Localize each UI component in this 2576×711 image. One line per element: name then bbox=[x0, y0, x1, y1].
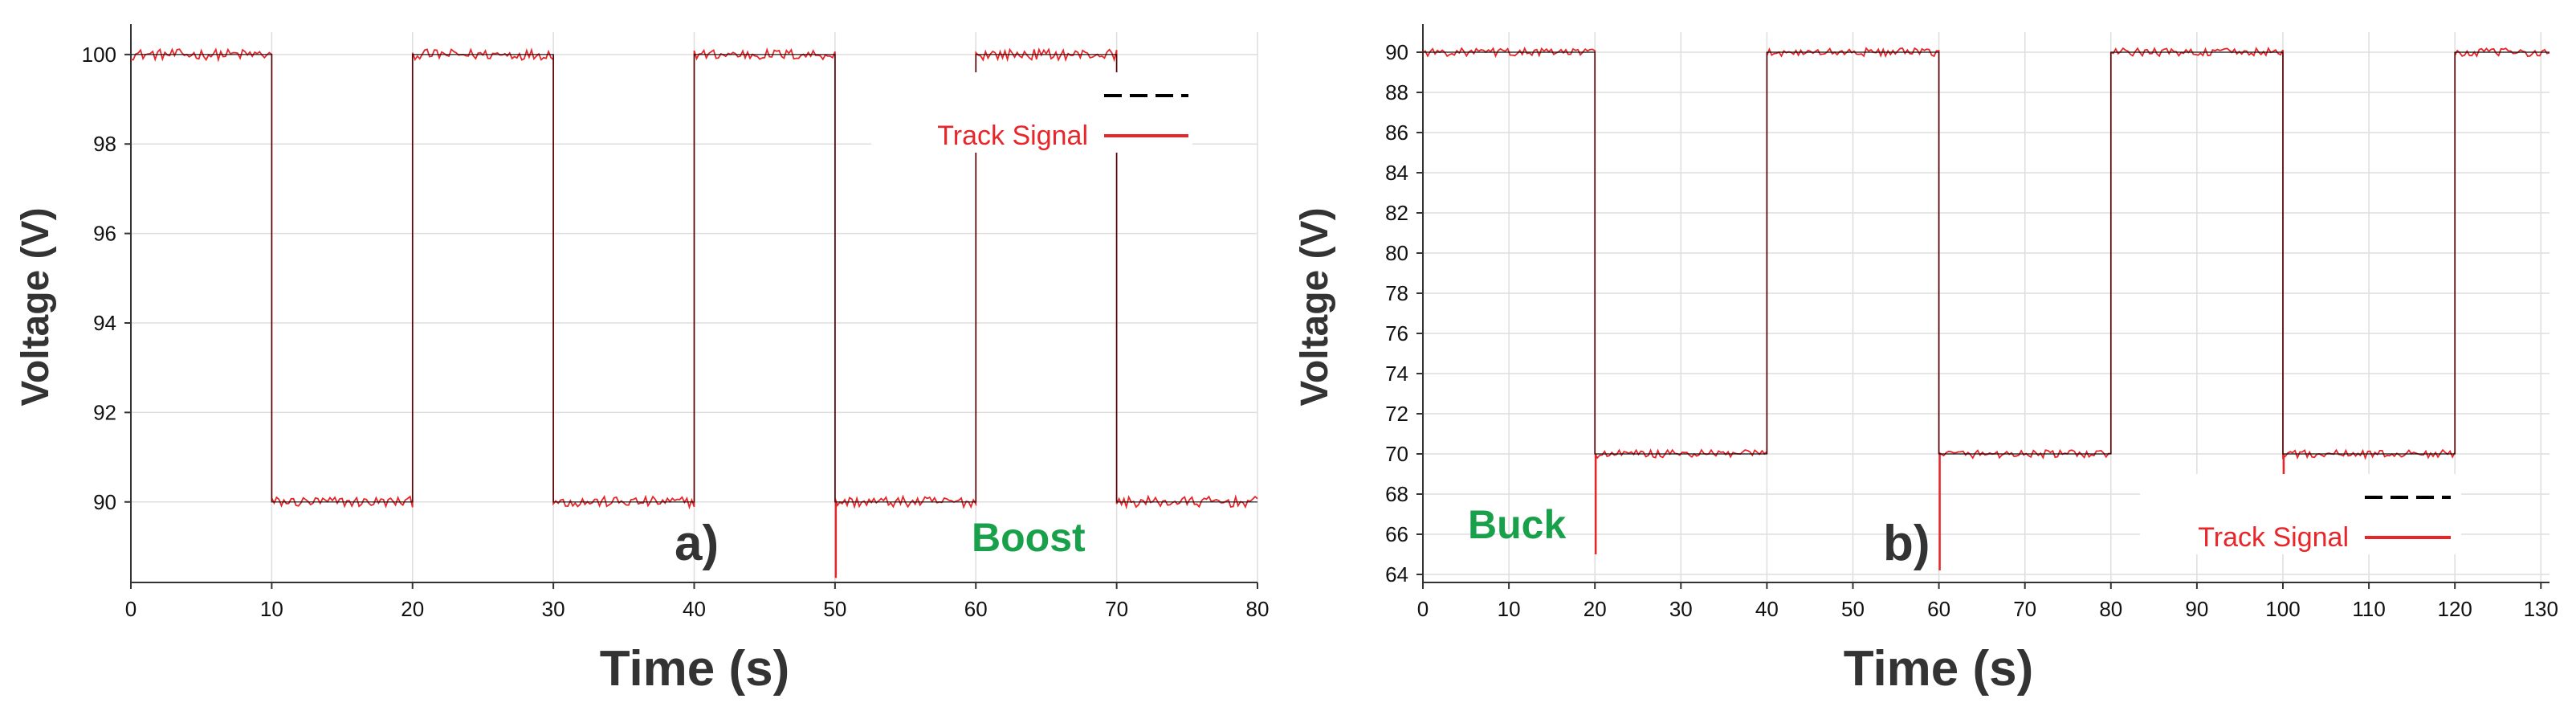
y-tick-label: 76 bbox=[1385, 321, 1408, 345]
x-tick-label: 50 bbox=[823, 597, 846, 621]
x-tick-label: 80 bbox=[1246, 597, 1270, 621]
mode-label-a: Boost bbox=[972, 515, 1086, 560]
legend-background bbox=[871, 72, 1192, 153]
y-tick-label: 66 bbox=[1385, 522, 1408, 546]
y-axis-title: Voltage (V) bbox=[1294, 207, 1336, 406]
y-tick-label: 92 bbox=[93, 400, 116, 424]
ref-signal-line bbox=[1423, 51, 2550, 455]
legend-label-track-signal: Track Signal bbox=[937, 121, 1088, 151]
x-tick-label: 100 bbox=[2265, 597, 2300, 621]
x-tick-label: 130 bbox=[2524, 597, 2558, 621]
y-tick-label: 98 bbox=[93, 132, 116, 156]
x-tick-label: 20 bbox=[401, 597, 424, 621]
y-tick-label: 86 bbox=[1385, 121, 1408, 145]
chart-panel-a: 0 10 20 30 40 50 60 70 80 90 92 94 96 98 100 Time (s) Vo… bbox=[14, 24, 1270, 697]
x-tick-label: 10 bbox=[260, 597, 283, 621]
panel-label-b: b) bbox=[1883, 516, 1930, 571]
x-tick-label: 70 bbox=[1105, 597, 1128, 621]
x-axis-title: Time (s) bbox=[1844, 641, 2034, 697]
x-tick-label: 10 bbox=[1498, 597, 1521, 621]
x-tick-label: 120 bbox=[2437, 597, 2472, 621]
x-tick-label: 40 bbox=[1755, 597, 1779, 621]
legend-background bbox=[2140, 474, 2461, 554]
y-tick-label: 64 bbox=[1385, 562, 1408, 586]
x-tick-label: 0 bbox=[1417, 597, 1429, 621]
mode-label-b: Buck bbox=[1468, 502, 1566, 547]
x-tick-label: 60 bbox=[964, 597, 988, 621]
x-tick-label: 30 bbox=[1669, 597, 1693, 621]
y-tick-label: 84 bbox=[1385, 161, 1408, 185]
x-tick-label: 40 bbox=[683, 597, 706, 621]
y-axis-title: Voltage (V) bbox=[14, 207, 57, 406]
legend-b: Ref SignalTrack Signal bbox=[2140, 474, 2461, 554]
y-tick-label: 72 bbox=[1385, 402, 1408, 426]
x-tick-label: 0 bbox=[125, 597, 137, 621]
y-tick-label: 80 bbox=[1385, 241, 1408, 265]
y-tick-label: 94 bbox=[93, 311, 116, 335]
x-axis-title: Time (s) bbox=[600, 641, 790, 697]
y-tick-label: 90 bbox=[1385, 40, 1408, 64]
y-tick-label: 90 bbox=[93, 490, 116, 514]
panel-label-a: a) bbox=[675, 516, 719, 571]
y-tick-label: 100 bbox=[82, 43, 116, 67]
x-tick-label: 110 bbox=[2352, 597, 2385, 621]
legend-a: Ref SignalTrack Signal bbox=[871, 72, 1192, 153]
y-tick-label: 68 bbox=[1385, 482, 1408, 506]
x-tick-label: 50 bbox=[1841, 597, 1865, 621]
chart-panel-b: 0 10 20 30 40 50 60 70 80 90 100 110 120 130 64 66 68 70 7… bbox=[1294, 24, 2558, 697]
ref-signal-line bbox=[131, 54, 1257, 503]
legend-label-track-signal: Track Signal bbox=[2198, 522, 2349, 553]
y-tick-label: 78 bbox=[1385, 281, 1408, 305]
y-tick-label: 82 bbox=[1385, 201, 1408, 225]
x-tick-label: 70 bbox=[2013, 597, 2036, 621]
y-tick-label: 70 bbox=[1385, 442, 1408, 466]
y-tick-label: 88 bbox=[1385, 80, 1408, 104]
x-tick-label: 30 bbox=[542, 597, 565, 621]
x-tick-label: 60 bbox=[1927, 597, 1950, 621]
x-tick-label: 90 bbox=[2185, 597, 2208, 621]
x-tick-label: 20 bbox=[1584, 597, 1607, 621]
y-tick-label: 96 bbox=[93, 222, 116, 246]
y-tick-label: 74 bbox=[1385, 362, 1408, 386]
x-tick-label: 80 bbox=[2099, 597, 2122, 621]
